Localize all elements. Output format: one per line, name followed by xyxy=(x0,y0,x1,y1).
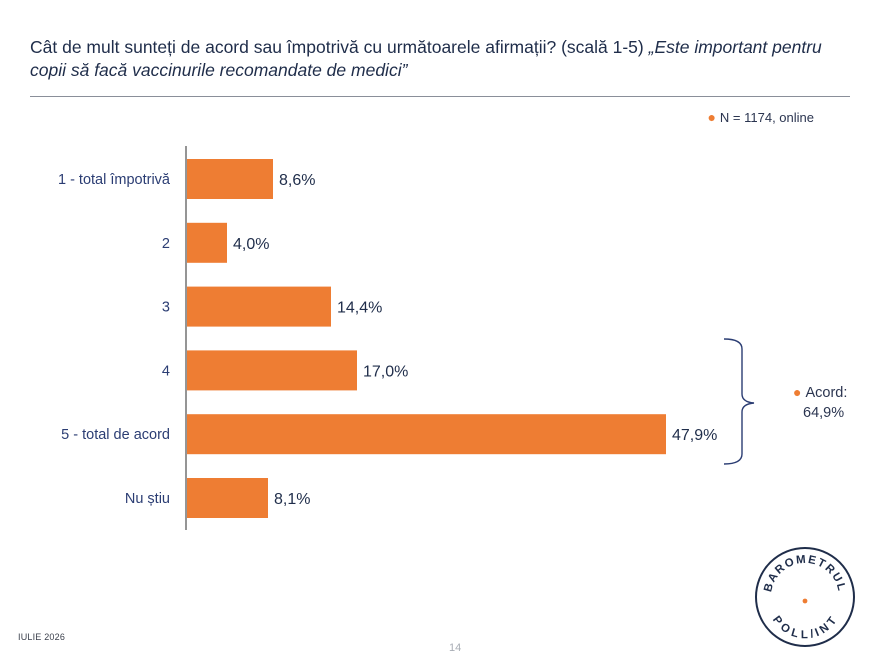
barometrul-logo: BAROMETRUL POLL/INT xyxy=(755,547,855,647)
chart-title: Cât de mult sunteți de acord sau împotri… xyxy=(30,36,850,82)
bar xyxy=(187,159,273,199)
question-text: Cât de mult sunteți de acord sau împotri… xyxy=(30,37,644,57)
value-label: 47,9% xyxy=(672,427,717,444)
sample-note-text: N = 1174, online xyxy=(719,110,814,125)
value-label: 8,6% xyxy=(279,172,315,189)
logo-dot xyxy=(802,598,808,604)
page-number: 14 xyxy=(449,642,462,654)
statement-text: „Este important pentru copii să facă vac… xyxy=(30,37,822,80)
value-label: 14,4% xyxy=(337,300,382,317)
footer-date: IULIE 2026 xyxy=(18,632,66,642)
logo-top-text: BAROMETRUL xyxy=(762,554,846,594)
category-label: 1 - total împotrivă xyxy=(58,172,171,188)
category-label: 4 xyxy=(162,363,170,379)
category-label: Nu știu xyxy=(125,491,170,507)
bar xyxy=(187,350,357,391)
category-label: 3 xyxy=(162,300,170,316)
bullet-icon: ● xyxy=(707,109,716,125)
sample-note: ● N = 1174, online xyxy=(707,109,814,125)
category-label: 2 xyxy=(162,236,170,252)
agree-summary-value: 64,9% xyxy=(803,405,845,421)
value-label: 8,1% xyxy=(274,491,310,508)
agree-bracket xyxy=(723,338,755,465)
logo-bottom-text: POLL/INT xyxy=(770,614,839,641)
value-label: 17,0% xyxy=(363,363,408,380)
bar xyxy=(187,414,666,455)
svg-text:POLL/INT: POLL/INT xyxy=(770,614,840,641)
value-label: 4,0% xyxy=(233,236,269,253)
bar xyxy=(187,478,268,518)
svg-text:BAROMETRUL: BAROMETRUL xyxy=(762,554,847,594)
bar xyxy=(187,222,227,263)
bars-group: 1 - total împotrivă 8,6% 2 4,0% 3 14,4% 4 17,0%… xyxy=(58,159,717,518)
agree-summary: ● Acord: 64,9% xyxy=(793,382,847,423)
bar xyxy=(187,286,331,327)
title-divider xyxy=(30,96,850,97)
agree-summary-label: Acord: xyxy=(805,385,848,401)
bullet-icon: ● xyxy=(793,384,802,400)
category-label: 5 - total de acord xyxy=(61,427,170,443)
